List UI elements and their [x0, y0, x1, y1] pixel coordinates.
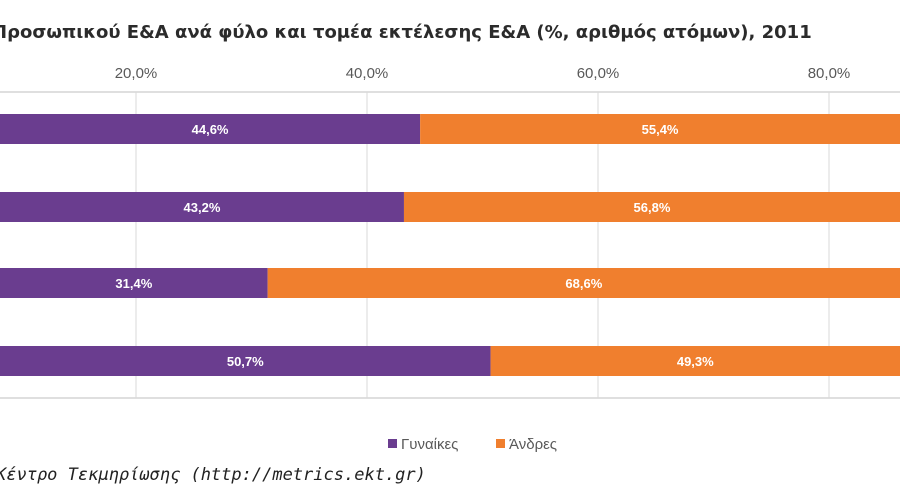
legend-label-women: Γυναίκες [401, 436, 458, 453]
data-label-men: 56,8% [634, 200, 671, 215]
data-label-women: 44,6% [192, 122, 229, 137]
bar-women [0, 114, 421, 144]
bar-men [420, 114, 900, 144]
bars: 44,6% 55,4% 43,2% 56,8% 31,4% 68,6% 50,7% 49,3% [0, 114, 900, 376]
legend-label-men: Άνδρες [509, 436, 557, 453]
bar-women [0, 346, 491, 376]
x-tick-label: 20,0% [115, 65, 158, 82]
bar-women [0, 268, 268, 298]
x-tick-label: 60,0% [577, 65, 620, 82]
chart-title: Προσωπικού Ε&Α ανά φύλο και τομέα εκτέλε… [0, 22, 812, 43]
data-label-men: 49,3% [677, 354, 714, 369]
data-label-women: 50,7% [227, 354, 264, 369]
x-tick-label: 40,0% [346, 65, 389, 82]
x-tick-label: 80,0% [808, 65, 851, 82]
data-label-women: 31,4% [115, 276, 152, 291]
legend-swatch-men [496, 439, 505, 448]
data-label-men: 68,6% [565, 276, 602, 291]
data-label-men: 55,4% [642, 122, 679, 137]
bar-men [403, 192, 900, 222]
legend: Γυναίκες Άνδρες [388, 436, 557, 453]
x-axis-ticks: 20,0% 40,0% 60,0% 80,0% [115, 65, 851, 82]
bar-women [0, 192, 404, 222]
legend-swatch-women [388, 439, 397, 448]
bar-men [490, 346, 900, 376]
bar-men [267, 268, 900, 298]
source-note: Κέντρο Τεκμηρίωσης (http://metrics.ekt.g… [0, 465, 426, 485]
data-label-women: 43,2% [184, 200, 221, 215]
